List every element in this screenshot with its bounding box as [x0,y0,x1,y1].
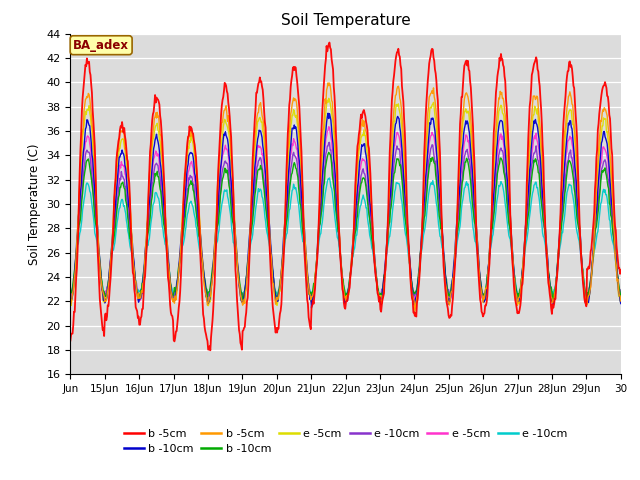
Text: BA_adex: BA_adex [73,39,129,52]
Title: Soil Temperature: Soil Temperature [281,13,410,28]
Legend: b -5cm, b -10cm, b -5cm, b -10cm, e -5cm, e -10cm, e -5cm, e -10cm: b -5cm, b -10cm, b -5cm, b -10cm, e -5cm… [119,424,572,459]
Y-axis label: Soil Temperature (C): Soil Temperature (C) [28,143,41,265]
